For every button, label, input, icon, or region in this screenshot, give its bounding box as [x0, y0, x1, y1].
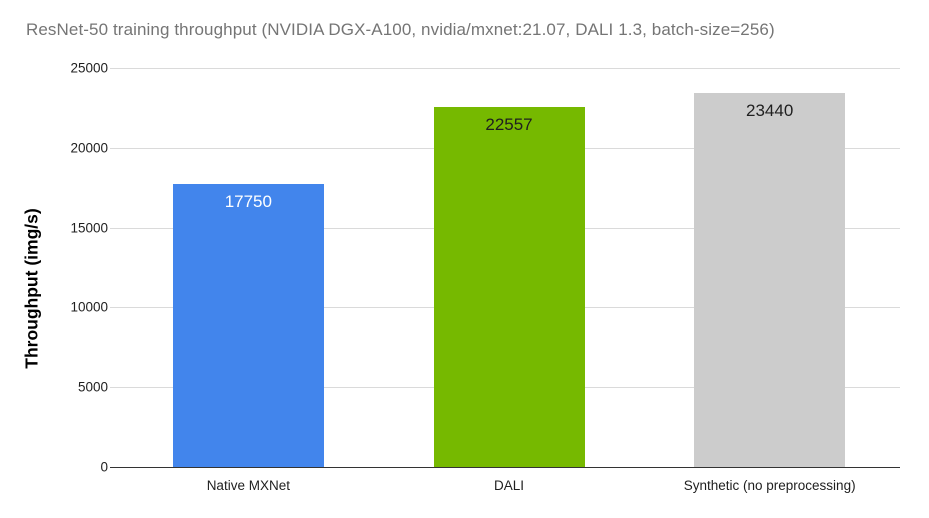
bar-value-label: 17750 [224, 191, 272, 211]
y-tick-label: 25000 [70, 60, 108, 76]
y-tick-mark [110, 68, 118, 69]
bar-value-label: 22557 [485, 115, 533, 134]
y-tick-label: 5000 [77, 379, 108, 395]
y-tick-label: 10000 [70, 299, 108, 315]
bar-2[interactable]: 22557 [433, 107, 585, 467]
x-tick-label: Synthetic (no preprocessing) [683, 478, 856, 493]
y-axis-ticks: 0 5000 10000 15000 20000 25000 [70, 61, 900, 475]
bar-value-label: 23440 [746, 100, 794, 120]
x-tick-label: Native MXNet [206, 478, 290, 493]
gridline [118, 68, 900, 69]
y-tick-mark [110, 147, 118, 149]
y-tick-mark [110, 307, 118, 309]
bars-layer: 17750 22557 23440 [118, 68, 900, 467]
y-tick-mark [110, 387, 118, 389]
y-axis-title: Throughput (img/s) [21, 208, 42, 369]
chart-title: ResNet-50 training throughput (NVIDIA DG… [26, 20, 775, 39]
y-tick-label: 20000 [70, 140, 108, 156]
x-tick-label: DALI [493, 478, 525, 493]
y-tick-label: 0 [100, 459, 108, 475]
bar-3[interactable]: 23440 [694, 92, 846, 467]
x-axis-line [118, 467, 900, 468]
plot-area: 17750 22557 23440 [118, 68, 900, 468]
bar-1[interactable]: 17750 [172, 183, 324, 467]
y-tick-mark [110, 227, 118, 229]
y-tick-label: 15000 [70, 220, 108, 236]
y-tick-mark [110, 467, 118, 468]
